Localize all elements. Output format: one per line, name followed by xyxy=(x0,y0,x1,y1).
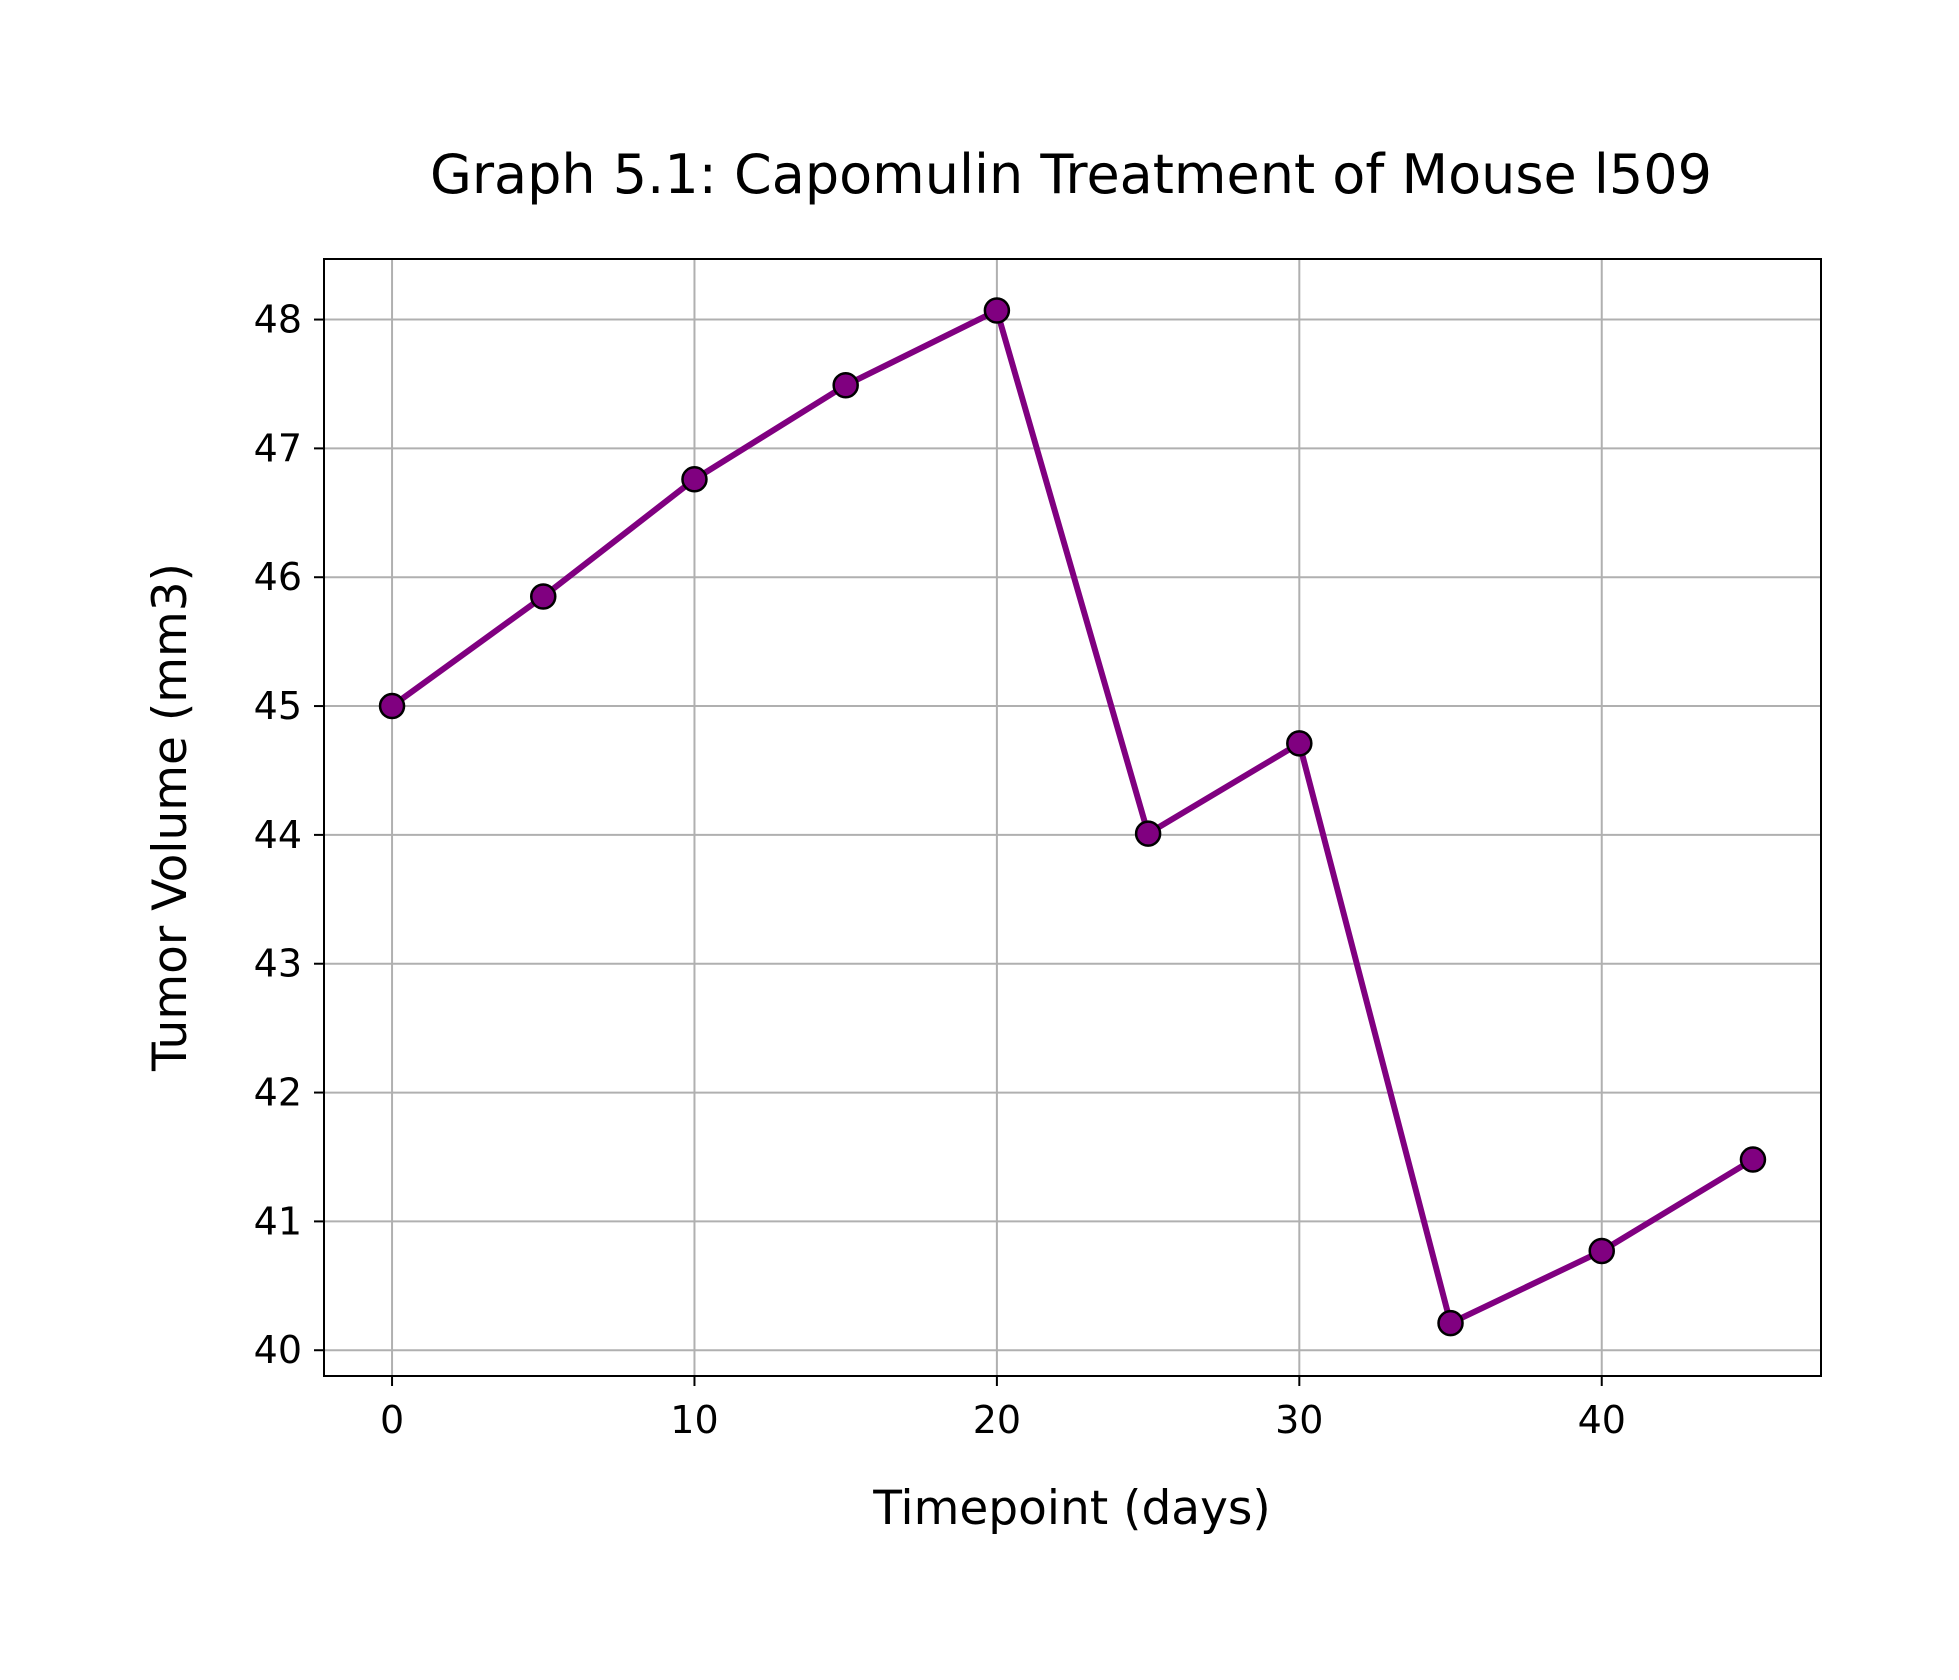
x-tick-label: 0 xyxy=(380,1398,404,1442)
y-tick-label: 43 xyxy=(254,942,302,986)
data-point xyxy=(1739,1146,1767,1173)
y-tick-label: 45 xyxy=(254,684,302,728)
data-point xyxy=(1286,730,1313,757)
data-point xyxy=(530,583,557,610)
x-tick-label: 30 xyxy=(1275,1398,1323,1442)
series-line xyxy=(390,307,1755,1327)
y-axis-label: Tumor Volume (mm3) xyxy=(143,563,198,1072)
y-tick-label: 42 xyxy=(254,1071,302,1115)
data-point xyxy=(983,297,1011,324)
series-layer xyxy=(378,297,1767,1337)
plot-area-frame xyxy=(323,258,1822,1377)
data-point xyxy=(1134,820,1162,847)
data-point xyxy=(832,372,859,399)
x-tick-label: 40 xyxy=(1578,1398,1626,1442)
data-point xyxy=(1437,1309,1464,1337)
data-point xyxy=(1588,1237,1615,1265)
y-tick-label: 46 xyxy=(254,555,302,599)
y-tick-label: 48 xyxy=(254,298,302,342)
data-point xyxy=(681,466,708,493)
y-tick-label: 47 xyxy=(254,426,302,470)
x-tick-label: 10 xyxy=(670,1398,718,1442)
grid-lines xyxy=(324,259,1821,1376)
data-point xyxy=(378,692,406,720)
x-tick-label: 20 xyxy=(973,1398,1021,1442)
y-tick-label: 44 xyxy=(254,813,302,857)
axis-ticks: 0 10 20 30 40 40 41 42 43 44 45 46 47 48 xyxy=(254,298,1626,1442)
y-tick-label: 40 xyxy=(254,1328,302,1372)
chart-title: Graph 5.1: Capomulin Treatment of Mouse … xyxy=(430,143,1712,206)
y-tick-label: 41 xyxy=(254,1199,302,1243)
x-axis-label: Timepoint (days) xyxy=(872,1481,1270,1536)
